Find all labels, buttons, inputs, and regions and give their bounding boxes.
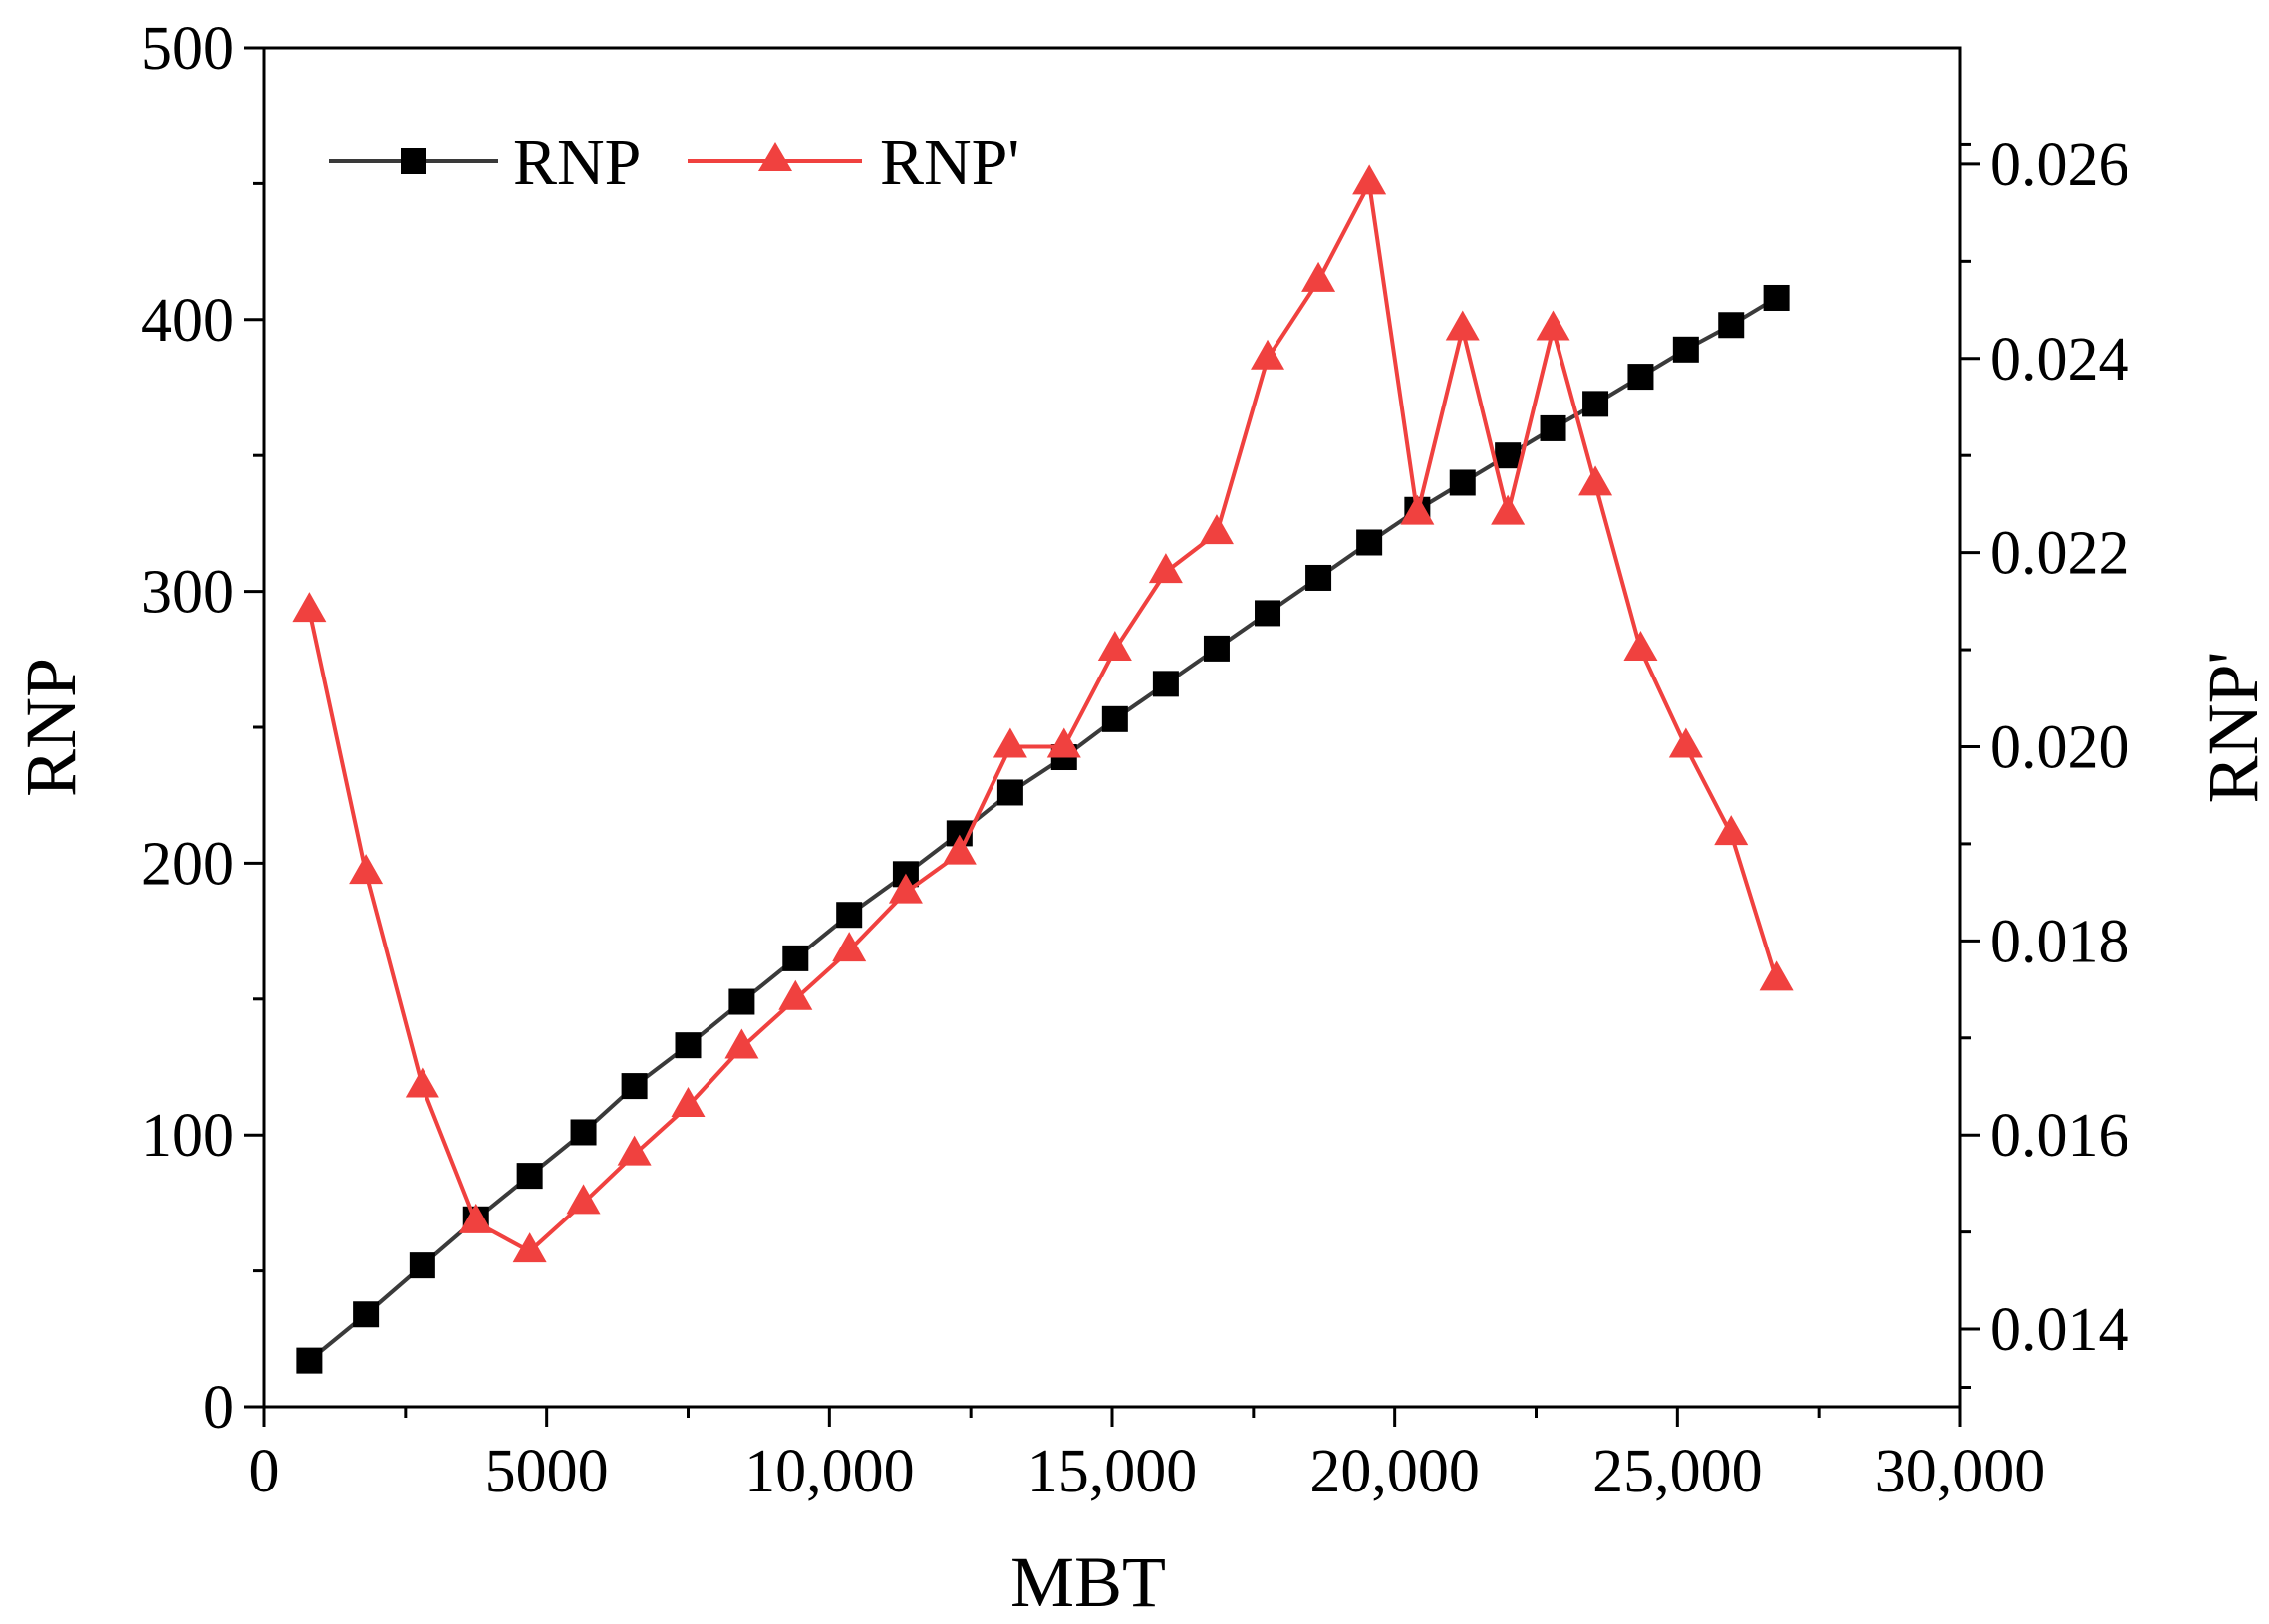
data-point-rnpprime [888, 873, 923, 904]
data-point-rnpprime [405, 1067, 439, 1098]
data-point-rnp [1356, 529, 1383, 556]
data-point-rnp [516, 1163, 543, 1190]
data-point-rnpprime [1668, 727, 1703, 758]
series-line-rnpprime [307, 181, 1779, 1254]
x-tick-label: 10,000 [744, 1438, 915, 1505]
data-point-rnp [1152, 671, 1179, 697]
data-point-rnp [1101, 705, 1128, 732]
data-point-rnpprime [292, 592, 327, 623]
tick-layer: 0 5000 10,000 15,000 20,000 25,000 30,000 0 100 2… [142, 15, 2129, 1505]
data-point-rnp [353, 1301, 380, 1328]
data-point-rnpprime [512, 1232, 547, 1263]
data-point-rnpprime [1400, 494, 1435, 525]
data-point-rnpprime [1046, 727, 1081, 758]
x-tick-label: 0 [249, 1438, 280, 1505]
data-point-rnpprime [1251, 339, 1285, 370]
y-tick-label: 400 [142, 287, 234, 355]
y-tick-label: 300 [142, 559, 234, 627]
x-tick-label: 30,000 [1875, 1438, 2046, 1505]
data-point-rnpprime [1578, 465, 1613, 496]
y-axis-title: RNP [11, 658, 91, 797]
data-point-rnp [675, 1032, 702, 1059]
data-point-rnp [1449, 469, 1476, 496]
y-tick-label: 500 [142, 15, 234, 83]
data-point-rnp [296, 1347, 323, 1374]
data-point-rnp [1255, 600, 1281, 627]
y-tick-label: 200 [142, 830, 234, 898]
data-point-rnpprime [1491, 494, 1526, 525]
legend-rnpprime-marker [758, 142, 792, 171]
data-point-rnpprime [1623, 631, 1658, 662]
data-point-rnp [1203, 635, 1230, 662]
data-point-rnp [836, 902, 863, 929]
data-point-rnp [1582, 391, 1609, 417]
data-point-rnp [1540, 414, 1566, 441]
data-point-rnpprime [1097, 631, 1132, 662]
data-point-rnpprime [1352, 164, 1387, 195]
x-tick-label: 20,000 [1309, 1438, 1480, 1505]
data-point-rnp [409, 1252, 435, 1279]
y2-tick-label: 0.016 [1990, 1102, 2129, 1170]
data-point-rnp [782, 945, 809, 971]
data-point-rnpprime [832, 932, 867, 962]
data-point-rnpprime [349, 854, 384, 885]
data-point-rnpprime [1301, 261, 1336, 292]
legend-rnp-marker [401, 148, 426, 174]
x-tick-label: 25,000 [1592, 1438, 1763, 1505]
data-point-rnpprime [778, 979, 813, 1010]
data-point-rnp [570, 1119, 597, 1146]
data-point-rnpprime [993, 727, 1027, 758]
legend-rnp-label: RNP [513, 127, 641, 199]
data-point-rnpprime [617, 1135, 652, 1166]
data-point-rnpprime [942, 834, 977, 865]
x-axis-title: MBT [1010, 1542, 1166, 1622]
data-point-rnpprime [1714, 815, 1749, 846]
y-tick-label: 0 [203, 1374, 234, 1442]
y2-tick-label: 0.020 [1990, 713, 2129, 781]
y2-tick-label: 0.014 [1990, 1296, 2129, 1364]
y2-tick-label: 0.018 [1990, 908, 2129, 975]
y2-tick-label: 0.024 [1990, 326, 2129, 394]
y2-axis-title: RNP' [2193, 651, 2269, 803]
data-point-rnpprime [1199, 514, 1234, 545]
data-point-rnpprime [1536, 310, 1570, 341]
data-point-rnpprime [724, 1028, 759, 1059]
data-point-rnp [1495, 442, 1522, 469]
legend: RNP RNP' [329, 127, 1019, 199]
data-point-rnpprime [671, 1086, 706, 1117]
data-point-rnpprime [1148, 553, 1183, 584]
data-point-rnpprime [1445, 310, 1480, 341]
data-point-rnp [1627, 364, 1654, 391]
legend-rnpprime-label: RNP' [880, 127, 1019, 199]
series-layer [292, 164, 1794, 1374]
x-tick-label: 5000 [485, 1438, 609, 1505]
data-point-rnpprime [1759, 960, 1794, 991]
data-point-rnp [728, 988, 755, 1015]
data-point-rnpprime [566, 1184, 601, 1215]
data-point-rnp [1718, 312, 1745, 339]
data-point-rnp [621, 1073, 648, 1100]
y2-tick-label: 0.022 [1990, 520, 2129, 588]
y2-tick-label: 0.026 [1990, 132, 2129, 199]
data-point-rnpprime [458, 1203, 493, 1233]
data-point-rnp [1763, 284, 1790, 311]
data-point-rnp [996, 779, 1023, 806]
y-tick-label: 100 [142, 1102, 234, 1170]
data-point-rnp [1305, 564, 1332, 591]
data-point-rnp [1672, 336, 1699, 363]
series-line-rnp [308, 296, 1778, 1363]
x-tick-label: 15,000 [1027, 1438, 1198, 1505]
